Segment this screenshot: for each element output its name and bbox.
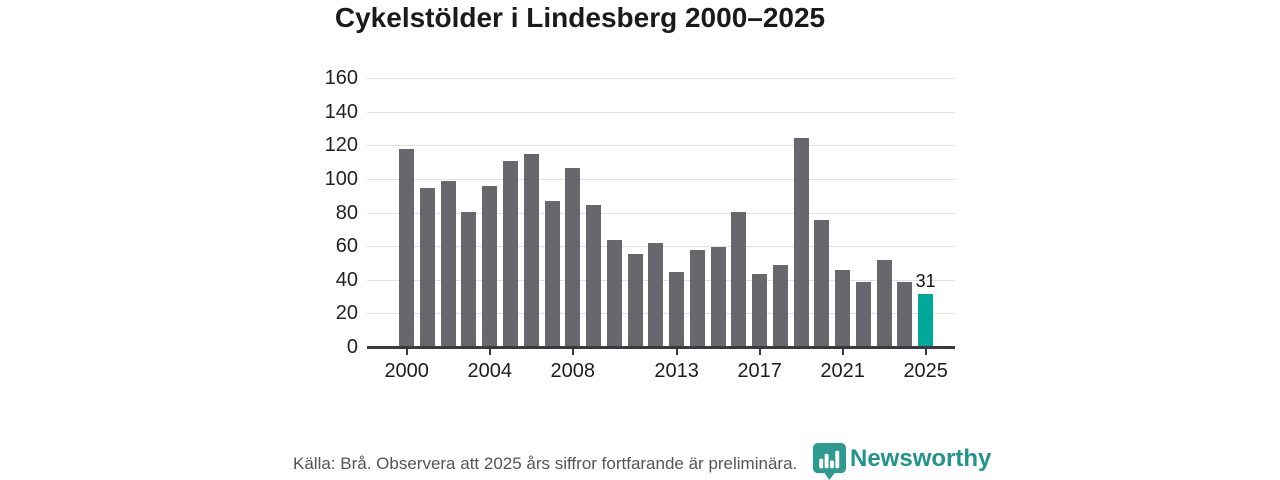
gridline-80 xyxy=(367,212,955,214)
y-axis-label-60: 60 xyxy=(335,235,358,258)
bar-2010 xyxy=(606,240,622,346)
y-axis-label-100: 100 xyxy=(324,167,358,190)
x-axis-label-2013: 2013 xyxy=(654,360,699,382)
x-axis-label-2017: 2017 xyxy=(737,360,782,382)
plot-area xyxy=(367,78,955,349)
x-tick-2013 xyxy=(675,348,678,355)
bar-2018 xyxy=(772,265,788,346)
x-tick-2000 xyxy=(405,348,408,355)
x-axis-label-2021: 2021 xyxy=(820,360,865,382)
chart-title: Cykelstölder i Lindesberg 2000–2025 xyxy=(334,2,826,33)
bar-2015 xyxy=(710,246,726,346)
bar-2008 xyxy=(565,167,581,346)
bar-2006 xyxy=(523,154,539,346)
bar-2000 xyxy=(399,149,415,346)
y-axis-label-160: 160 xyxy=(324,67,358,89)
x-tick-2017 xyxy=(758,348,761,355)
bar-2017 xyxy=(752,273,768,346)
y-axis-label-80: 80 xyxy=(335,201,358,224)
bar-2013 xyxy=(669,272,685,346)
bar-2005 xyxy=(503,161,518,346)
x-axis-line xyxy=(367,346,955,349)
bar-value-label: 31 xyxy=(915,270,936,291)
bar-2025 xyxy=(918,293,934,346)
bar-2012 xyxy=(648,243,664,346)
x-tick-2021 xyxy=(841,348,844,355)
bar-2016 xyxy=(731,211,747,346)
newsworthy-wordmark: Newsworthy xyxy=(850,445,992,472)
gridline-100 xyxy=(367,178,955,180)
bar-2007 xyxy=(544,201,560,346)
newsworthy-logo: Newsworthy xyxy=(812,442,991,480)
x-axis-label-2008: 2008 xyxy=(550,360,596,382)
bar-2022 xyxy=(855,282,871,346)
x-tick-2025 xyxy=(924,348,927,355)
y-axis-label-0: 0 xyxy=(346,336,358,358)
gridline-160 xyxy=(367,78,955,79)
x-tick-2004 xyxy=(488,348,491,355)
bar-2020 xyxy=(814,219,830,346)
bar-2002 xyxy=(440,181,456,346)
bar-2024 xyxy=(897,282,913,346)
bar-2019 xyxy=(793,137,809,346)
x-axis-label-2000: 2000 xyxy=(384,360,429,382)
y-axis-label-20: 20 xyxy=(335,302,358,325)
gridline-140 xyxy=(367,111,955,113)
bar-2021 xyxy=(835,270,851,346)
bar-2001 xyxy=(419,187,435,346)
bar-2011 xyxy=(627,253,643,346)
newsworthy-logo-icon xyxy=(812,443,847,480)
y-axis-label-120: 120 xyxy=(324,134,358,157)
y-axis-label-140: 140 xyxy=(324,100,358,123)
x-axis-label-2025: 2025 xyxy=(903,360,948,382)
source-note: Källa: Brå. Observera att 2025 års siffr… xyxy=(293,454,798,473)
x-tick-2008 xyxy=(571,348,574,355)
bar-2009 xyxy=(586,204,602,346)
gridline-120 xyxy=(367,145,955,147)
y-axis-label-40: 40 xyxy=(335,268,358,291)
bar-2023 xyxy=(876,260,892,346)
bar-2004 xyxy=(482,186,498,346)
x-axis-label-2004: 2004 xyxy=(467,360,512,382)
bar-2014 xyxy=(689,250,705,346)
bar-2003 xyxy=(461,211,477,346)
